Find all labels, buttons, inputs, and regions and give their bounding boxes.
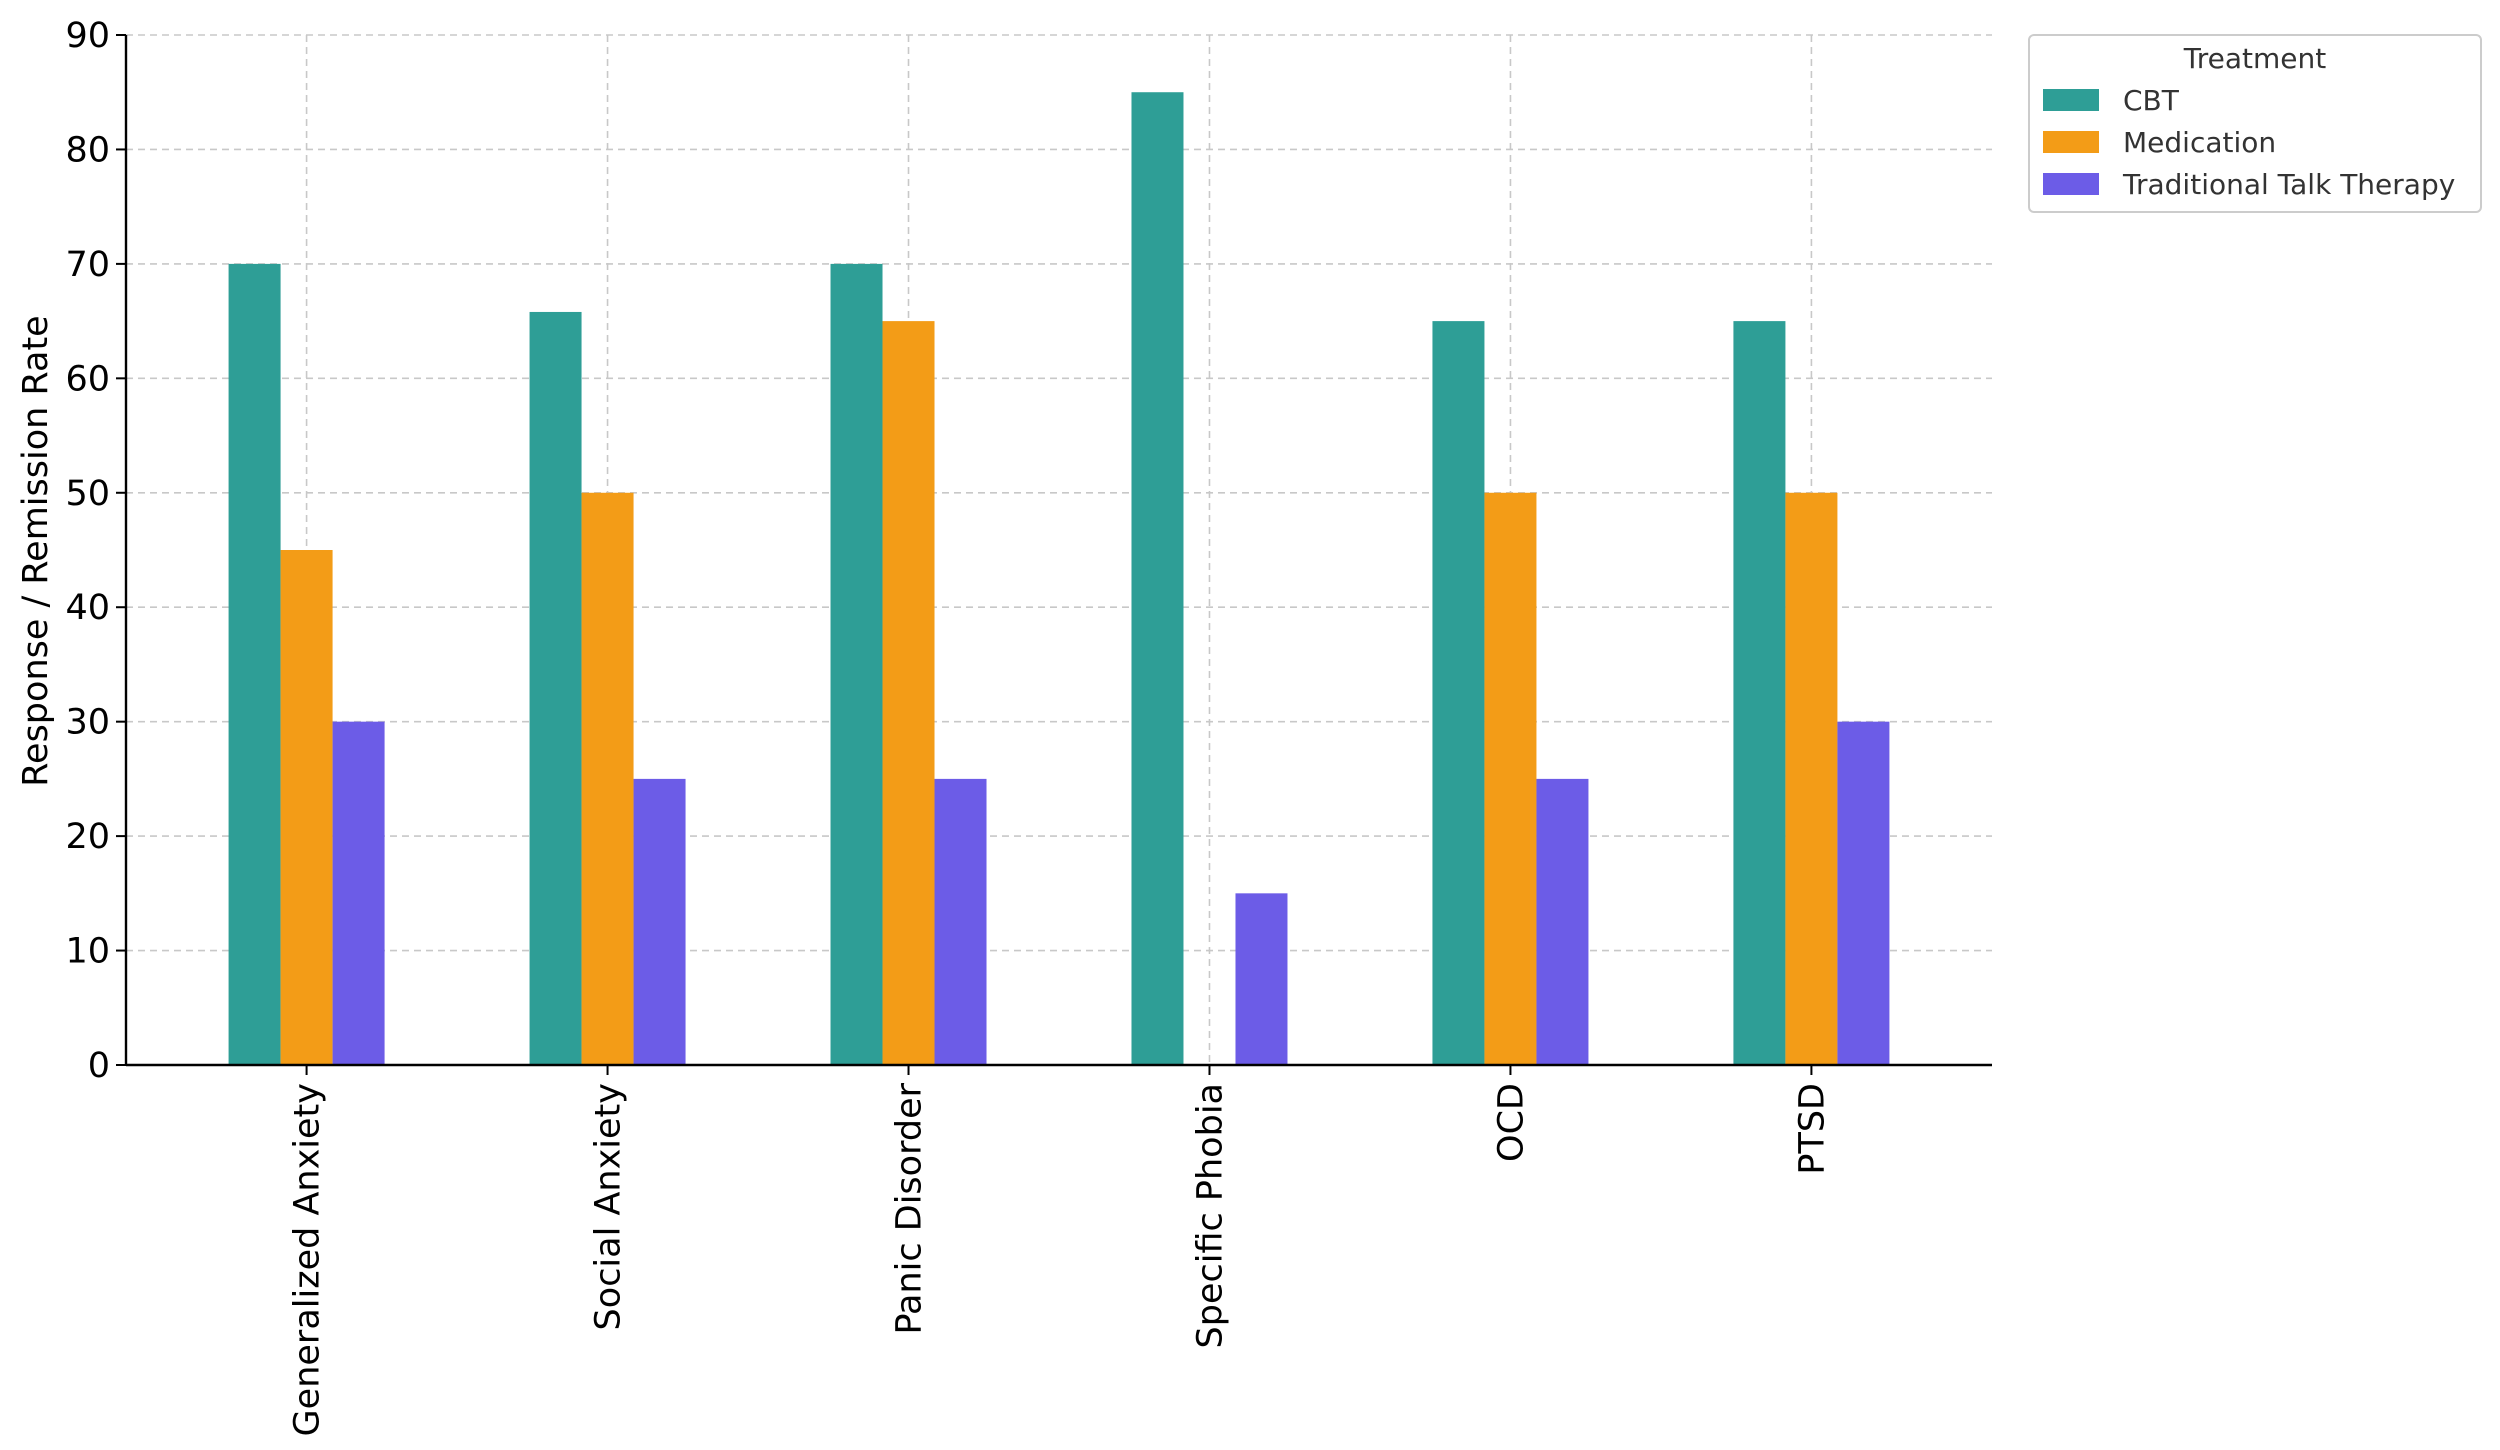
bar-traditional-talk-therapy bbox=[1837, 721, 1890, 1065]
bar-traditional-talk-therapy bbox=[934, 778, 987, 1065]
legend-label: CBT bbox=[2123, 84, 2180, 117]
axes bbox=[116, 34, 1992, 1075]
y-tick-label: 0 bbox=[88, 1046, 110, 1086]
bar-medication bbox=[1785, 492, 1838, 1065]
grid bbox=[126, 34, 1992, 1065]
bar-medication bbox=[1484, 492, 1537, 1065]
x-tick-label: OCD bbox=[1491, 1083, 1531, 1162]
bar-traditional-talk-therapy bbox=[1536, 778, 1589, 1065]
legend-swatch bbox=[2043, 173, 2099, 195]
bars bbox=[228, 92, 1890, 1066]
bar-cbt bbox=[1733, 321, 1786, 1066]
legend-swatch bbox=[2043, 89, 2099, 111]
y-axis-label: Response / Remission Rate bbox=[16, 315, 56, 786]
bar-medication bbox=[581, 492, 634, 1065]
x-tick-label: PTSD bbox=[1792, 1083, 1832, 1175]
y-tick-label: 90 bbox=[65, 16, 110, 56]
bar-traditional-talk-therapy bbox=[633, 778, 686, 1065]
legend-items: CBT Medication Traditional Talk Therapy bbox=[2043, 84, 2455, 201]
legend-label: Medication bbox=[2123, 126, 2276, 159]
bar-traditional-talk-therapy bbox=[1235, 893, 1288, 1065]
y-tick-label: 60 bbox=[65, 359, 110, 399]
legend: Treatment CBT Medication Traditional Talk … bbox=[2028, 34, 2482, 213]
y-tick-label: 30 bbox=[65, 703, 110, 743]
y-tick-label: 80 bbox=[65, 130, 110, 170]
y-tick-label: 20 bbox=[65, 817, 110, 857]
y-tick-label: 50 bbox=[65, 474, 110, 514]
bar-cbt bbox=[830, 263, 883, 1065]
legend-swatch bbox=[2043, 131, 2099, 153]
y-tick-label: 40 bbox=[65, 588, 110, 628]
x-tick-label: Generalized Anxiety bbox=[288, 1083, 328, 1436]
bar-cbt bbox=[529, 311, 582, 1065]
y-tick-label: 10 bbox=[65, 932, 110, 972]
bar-medication bbox=[280, 550, 333, 1065]
y-tick-labels: 0 10 20 30 40 50 60 70 80 90 bbox=[65, 16, 110, 1086]
x-tick-label: Panic Disorder bbox=[890, 1082, 930, 1334]
y-tick-label: 70 bbox=[65, 245, 110, 285]
bar-medication bbox=[882, 321, 935, 1066]
bar-cbt bbox=[1131, 92, 1184, 1065]
x-tick-label: Social Anxiety bbox=[589, 1083, 629, 1330]
bar-cbt bbox=[1432, 321, 1485, 1066]
bar-traditional-talk-therapy bbox=[332, 721, 385, 1065]
x-tick-labels: Generalized Anxiety Social Anxiety Panic D… bbox=[288, 1082, 1833, 1436]
legend-title: Treatment bbox=[2183, 42, 2326, 75]
bar-cbt bbox=[228, 263, 281, 1065]
x-tick-label: Specific Phobia bbox=[1190, 1083, 1230, 1348]
legend-frame bbox=[2028, 34, 2482, 213]
legend-label: Traditional Talk Therapy bbox=[2122, 168, 2455, 201]
